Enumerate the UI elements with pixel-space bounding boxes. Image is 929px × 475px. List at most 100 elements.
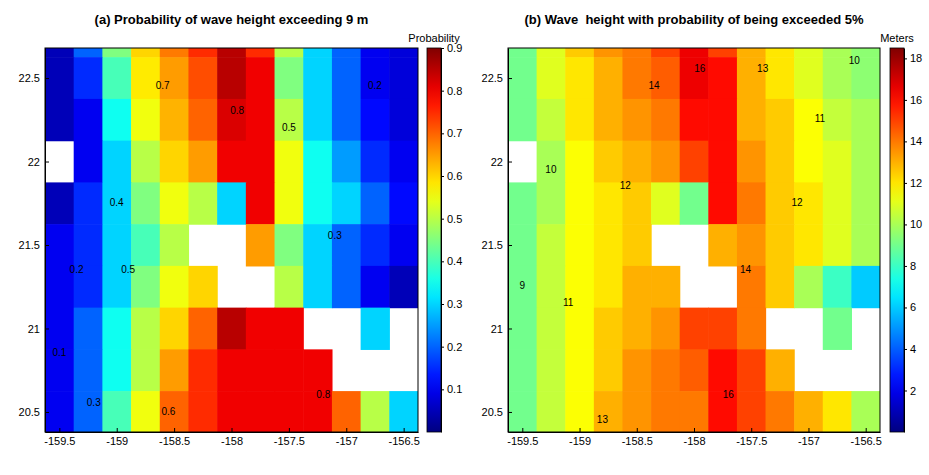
tick-mark [637,428,638,432]
cell [389,141,418,183]
cell [651,391,680,432]
tick-mark [508,245,512,246]
contour-label: 0.3 [328,230,342,241]
cell [594,182,623,224]
cell [537,99,566,141]
cell [131,308,160,350]
cell [275,48,304,58]
cell [188,308,217,350]
contour-label: 0.2 [368,80,382,91]
cell [102,308,131,350]
tick-mark [904,183,907,184]
cell [389,224,418,266]
tick-mark [580,428,581,432]
plot-background [508,48,880,432]
cell [794,141,823,183]
cell [361,57,390,99]
cell [565,391,594,432]
cells [508,48,880,432]
colorbar-axis: 24681012141618 [904,49,922,433]
cell [537,57,566,99]
cell [508,308,537,350]
cell [651,349,680,391]
tick-mark [441,133,444,134]
tick: -159.5 [507,428,538,447]
cell [594,57,623,99]
cell [188,349,217,391]
cell [651,48,680,58]
cell [565,57,594,99]
tick: -156.5 [851,428,882,447]
cell [823,141,852,183]
tick-mark [441,176,444,177]
tick: 20.5 [19,406,49,418]
cell [680,48,709,58]
colorbar-title: Probability [408,32,460,44]
cell [594,48,623,58]
cell [389,99,418,141]
cell [217,308,246,350]
cell [708,99,737,141]
tick-label: 22.5 [19,72,40,84]
cell [102,141,131,183]
cell [74,141,103,183]
cell [74,99,103,141]
cell [622,391,651,432]
cell [361,99,390,141]
tick: 20.5 [482,406,512,418]
tick-mark [441,304,444,305]
cell [565,48,594,58]
cell [794,224,823,266]
cell [651,99,680,141]
tick-mark [508,328,512,329]
tick-label: 0.4 [447,255,462,267]
cell [651,308,680,350]
tick-mark [904,349,907,350]
cell [622,224,651,266]
tick-label: 20.5 [19,406,40,418]
tick-mark [117,428,118,432]
cell [74,48,103,58]
tick-mark [751,428,752,432]
cell [766,349,795,391]
tick-label: 8 [910,260,916,272]
cell [131,99,160,141]
cell [823,57,852,99]
cell [246,224,275,266]
cell [131,349,160,391]
tick-mark [45,412,49,413]
cell [680,308,709,350]
title-line: (a) Probability of wave height exceeding… [95,12,369,27]
tick-label: -157.5 [736,435,767,447]
cell [389,391,418,432]
cell [389,48,418,58]
cell [332,182,361,224]
tick-mark [508,78,512,79]
tick: 4 [904,343,916,355]
cell [508,266,537,308]
contour-label: 11 [563,297,574,308]
tick-label: -157 [336,435,358,447]
tick-mark [441,91,444,92]
tick-mark [508,412,512,413]
cell [102,48,131,58]
cell [188,57,217,99]
tick-label: 4 [910,343,916,355]
cell [594,349,623,391]
cell [303,99,332,141]
tick: 21.5 [19,239,49,251]
cell [766,48,795,58]
cell [160,99,189,141]
cell [389,266,418,308]
cell [102,349,131,391]
cell [45,99,74,141]
cell [851,99,880,141]
tick: 0.3 [441,298,462,310]
cell [275,391,304,432]
tick: -157 [798,428,820,447]
cell [45,224,74,266]
cell [565,308,594,350]
cell [537,266,566,308]
tick-label: 18 [910,52,922,64]
cell [794,266,823,308]
